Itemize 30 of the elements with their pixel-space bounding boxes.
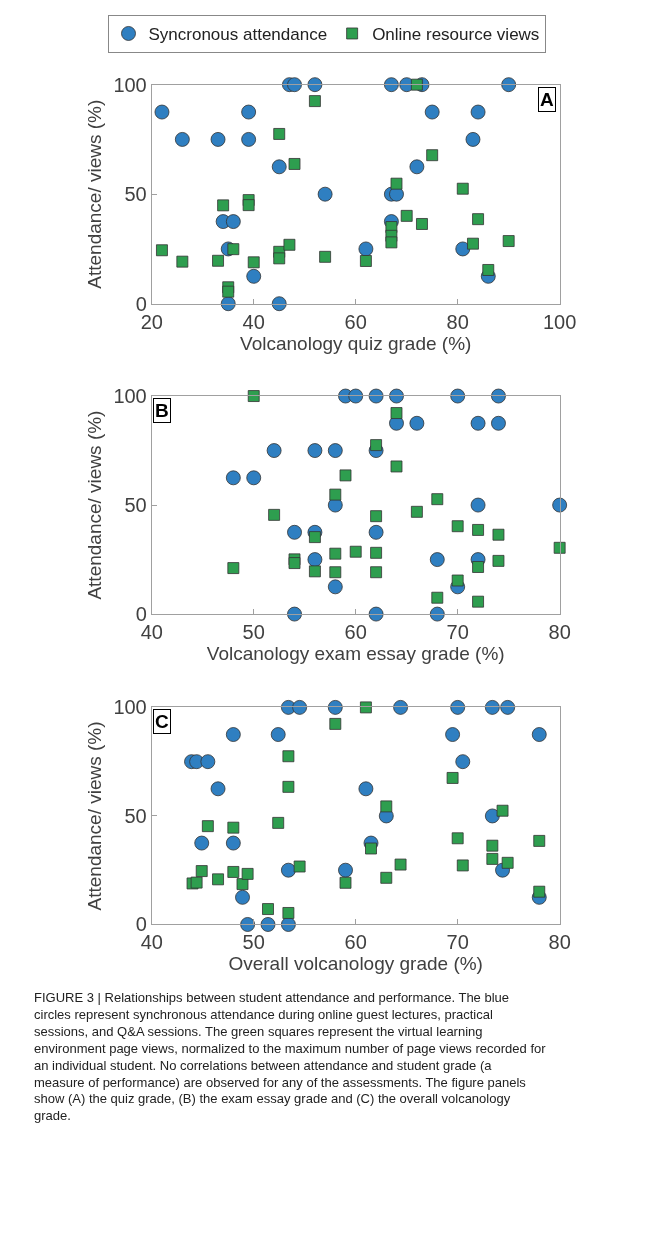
x-axis-title: Overall volcanology grade (%): [228, 953, 483, 975]
x-axis-title: Volcanology quiz grade (%): [240, 332, 472, 354]
y-tick-label: 100: [113, 73, 147, 96]
x-tick-label: 40: [242, 310, 265, 333]
x-tick-label: 80: [446, 310, 469, 333]
y-tick-label: 50: [124, 183, 147, 206]
annotation: C: [155, 711, 169, 732]
x-tick-label: 100: [542, 310, 577, 333]
legend-label: Online resource views: [372, 25, 540, 45]
x-tick-label: 50: [242, 621, 265, 644]
annotation: B: [155, 400, 169, 421]
x-tick-label: 50: [242, 931, 265, 954]
x-axis-title: Volcanology exam essay grade (%): [206, 643, 505, 665]
y-axis-title: Attendance/ views (%): [84, 410, 106, 600]
y-axis-title: Attendance/ views (%): [84, 99, 106, 289]
x-tick-label: 60: [344, 621, 367, 644]
legend-label: Syncronous attendance: [148, 25, 328, 45]
x-tick-label: 80: [548, 931, 571, 954]
x-tick-label: 60: [344, 310, 367, 333]
x-tick-label: 70: [446, 621, 469, 644]
x-tick-label: 60: [344, 931, 367, 954]
x-tick-label: 70: [446, 931, 469, 954]
y-tick-label: 100: [113, 385, 147, 408]
y-tick-label: 50: [124, 804, 147, 827]
y-tick-label: 100: [113, 696, 147, 719]
x-tick-label: 80: [548, 621, 571, 644]
caption: FIGURE 3 | Relationships between student attendance and performance. The blue circles represent synchronous attendance during online guest lectures, practical sessions, and Q&A sessions. The green squares represent the virtual learning environment page views, normalized to the maximum number of page views recorded for an individual student. No correlations between attendance and student grade (a measure of performance) are observed for any of the assessments. The figure panels show (A) the quiz grade, (B) the exam essay grade and (C) the overall volcanology grade.: [34, 990, 547, 1124]
annotation: A: [540, 89, 554, 110]
y-axis-title: Attendance/ views (%): [84, 721, 106, 911]
y-tick-label: 50: [124, 494, 147, 517]
